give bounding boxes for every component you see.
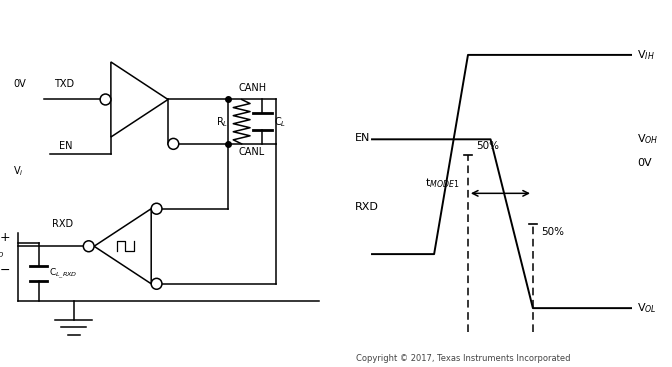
- Text: V$_{OH}$: V$_{OH}$: [637, 132, 659, 146]
- Text: R$_L$: R$_L$: [216, 115, 228, 128]
- Text: C$_{L\_RXD}$: C$_{L\_RXD}$: [49, 266, 77, 281]
- Text: EN: EN: [59, 141, 73, 151]
- Circle shape: [151, 203, 162, 214]
- Text: V$_O$: V$_O$: [0, 246, 5, 260]
- Text: V$_{OL}$: V$_{OL}$: [637, 301, 657, 315]
- Text: CANL: CANL: [239, 147, 265, 157]
- Text: 0V: 0V: [13, 79, 26, 89]
- Text: +: +: [0, 231, 10, 244]
- Circle shape: [168, 138, 179, 149]
- Text: EN: EN: [355, 132, 370, 143]
- Text: 50%: 50%: [542, 227, 564, 237]
- Text: Copyright © 2017, Texas Instruments Incorporated: Copyright © 2017, Texas Instruments Inco…: [356, 354, 571, 363]
- Circle shape: [83, 241, 94, 252]
- Text: C$_L$: C$_L$: [274, 115, 286, 128]
- Text: CANH: CANH: [239, 83, 267, 92]
- Text: 0V: 0V: [637, 158, 652, 168]
- Text: RXD: RXD: [355, 202, 379, 212]
- Circle shape: [151, 278, 162, 289]
- Text: V$_i$: V$_i$: [13, 164, 24, 178]
- Text: TXD: TXD: [54, 79, 74, 89]
- Text: RXD: RXD: [52, 219, 73, 229]
- Text: V$_{IH}$: V$_{IH}$: [637, 48, 655, 62]
- Text: 50%: 50%: [476, 141, 499, 151]
- Circle shape: [100, 94, 111, 105]
- Text: t$_{MODE1}$: t$_{MODE1}$: [425, 176, 460, 190]
- Text: −: −: [0, 264, 10, 277]
